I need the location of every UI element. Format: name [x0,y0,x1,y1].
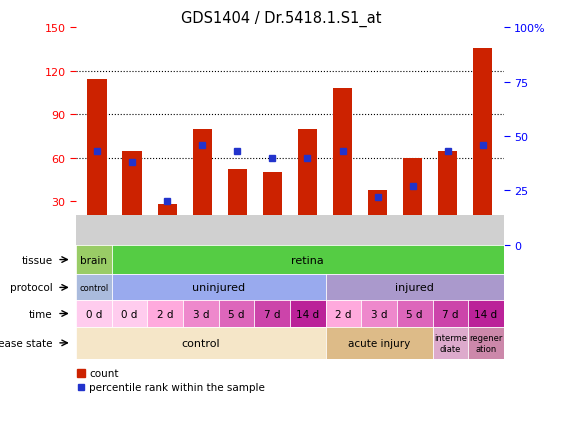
Text: percentile rank within the sample: percentile rank within the sample [90,382,265,392]
Text: control: control [79,283,109,292]
Text: 14 d: 14 d [296,309,319,319]
Bar [193,129,212,245]
Text: 7 d: 7 d [442,309,459,319]
Text: tissue: tissue [21,255,53,265]
Bar [263,173,282,245]
Text: GDS1404 / Dr.5418.1.S1_at: GDS1404 / Dr.5418.1.S1_at [181,11,382,27]
Bar [123,151,142,245]
Text: 5 d: 5 d [228,309,245,319]
Bar [227,170,247,245]
Text: brain: brain [81,255,108,265]
Text: 2 d: 2 d [335,309,352,319]
Text: uninjured: uninjured [192,283,245,293]
Text: 0 d: 0 d [86,309,102,319]
Text: 3 d: 3 d [193,309,209,319]
Text: time: time [29,309,53,319]
Text: 3 d: 3 d [371,309,387,319]
Bar [298,129,317,245]
Text: count: count [90,368,119,378]
Text: injured: injured [395,283,434,293]
Text: regener
ation: regener ation [470,333,503,353]
Text: retina: retina [292,255,324,265]
Bar [158,205,177,245]
Text: disease state: disease state [0,338,53,348]
Text: protocol: protocol [10,283,53,293]
Text: control: control [181,338,220,348]
Text: 14 d: 14 d [475,309,498,319]
Text: 2 d: 2 d [157,309,173,319]
Bar [438,151,457,245]
Text: acute injury: acute injury [348,338,410,348]
Bar [368,190,387,245]
Text: interme
diate: interme diate [434,333,467,353]
Text: 7 d: 7 d [264,309,280,319]
Bar [333,89,352,245]
Bar [473,49,493,245]
Text: 0 d: 0 d [121,309,138,319]
Text: 5 d: 5 d [406,309,423,319]
Bar [403,158,422,245]
Bar [87,80,107,245]
